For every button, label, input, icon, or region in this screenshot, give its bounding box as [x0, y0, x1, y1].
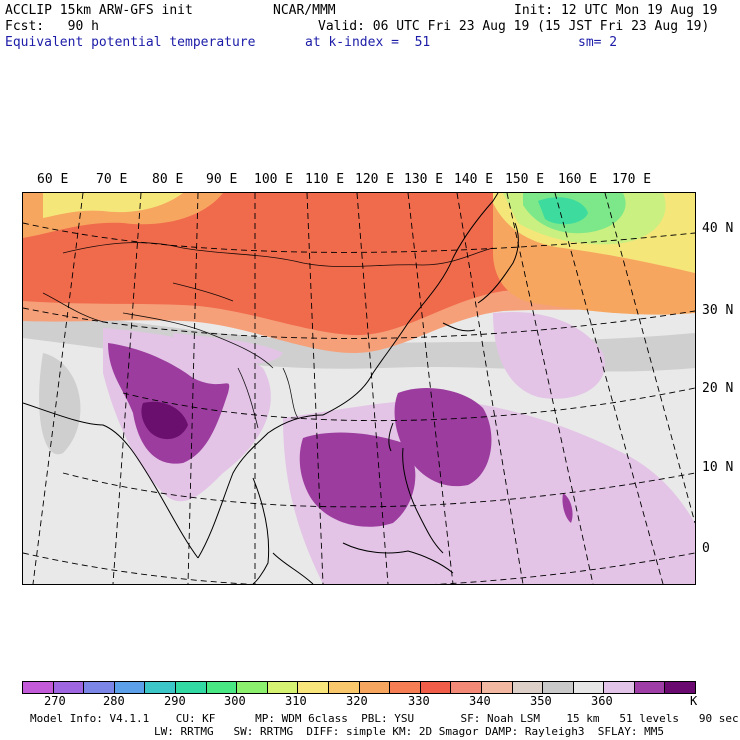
colorbar-swatch [328, 682, 360, 693]
colorbar-tick-label: 340 [469, 694, 491, 708]
lon-label: 70 E [96, 172, 128, 187]
lat-label: 10 N [702, 460, 734, 475]
colorbar-swatch [604, 682, 635, 693]
colorbar-tick-label: 330 [408, 694, 430, 708]
init-time: Init: 12 UTC Mon 19 Aug 19 [514, 3, 718, 18]
lon-label: 130 E [404, 172, 444, 187]
colorbar-tick-label: 280 [103, 694, 125, 708]
lon-label: 140 E [454, 172, 494, 187]
colorbar-swatch [420, 682, 452, 693]
lon-label: 90 E [206, 172, 238, 187]
model-title: ACCLIP 15km ARW-GFS init [5, 3, 193, 18]
colorbar-swatch [634, 682, 666, 693]
colorbar-swatch [267, 682, 299, 693]
lat-label: 0 [702, 541, 710, 556]
colorbar-tick-label: 310 [285, 694, 307, 708]
colorbar-swatch [114, 682, 146, 693]
lon-label: 110 E [305, 172, 345, 187]
lon-label: 60 E [37, 172, 69, 187]
model-info-line1: Model Info: V4.1.1 CU: KF MP: WDM 6class… [30, 712, 739, 725]
colorbar-swatch [543, 682, 574, 693]
colorbar-swatch [512, 682, 544, 693]
lat-label: 20 N [702, 381, 734, 396]
model-info-line2: LW: RRTMG SW: RRTMG DIFF: simple KM: 2D … [154, 725, 664, 738]
equivalent-potential-temperature-field [23, 193, 695, 584]
colorbar-swatch [145, 682, 176, 693]
colorbar [22, 681, 696, 694]
colorbar-tick-label: 270 [44, 694, 66, 708]
colorbar-tick-label: 360 [591, 694, 613, 708]
smoothing-label: sm= 2 [578, 35, 618, 50]
colorbar-swatch [23, 682, 54, 693]
lon-label: 160 E [558, 172, 598, 187]
field-name: Equivalent potential temperature [5, 35, 256, 50]
colorbar-swatch [53, 682, 85, 693]
colorbar-swatch [390, 682, 421, 693]
colorbar-swatch [665, 682, 696, 693]
colorbar-swatch [206, 682, 238, 693]
colorbar-swatch [481, 682, 513, 693]
colorbar-swatch [175, 682, 207, 693]
lon-label: 170 E [612, 172, 652, 187]
forecast-hour: Fcst: 90 h [5, 19, 99, 34]
colorbar-swatch [451, 682, 482, 693]
colorbar-swatch [298, 682, 329, 693]
colorbar-tick-label: 300 [224, 694, 246, 708]
lat-label: 40 N [702, 221, 734, 236]
lon-label: 80 E [152, 172, 184, 187]
lat-label: 30 N [702, 303, 734, 318]
colorbar-units: K [690, 694, 698, 708]
colorbar-tick-label: 290 [164, 694, 186, 708]
colorbar-tick-label: 320 [346, 694, 368, 708]
valid-time: Valid: 06 UTC Fri 23 Aug 19 (15 JST Fri … [318, 19, 710, 34]
colorbar-swatch [84, 682, 115, 693]
colorbar-tick-label: 350 [530, 694, 552, 708]
lon-label: 150 E [505, 172, 545, 187]
lon-label: 100 E [254, 172, 294, 187]
institution-label: NCAR/MMM [273, 3, 336, 18]
colorbar-swatch [573, 682, 605, 693]
vertical-level: at k-index = 51 [305, 35, 431, 50]
map-panel [22, 192, 696, 585]
colorbar-swatch [359, 682, 391, 693]
lon-label: 120 E [355, 172, 395, 187]
colorbar-swatch [237, 682, 268, 693]
